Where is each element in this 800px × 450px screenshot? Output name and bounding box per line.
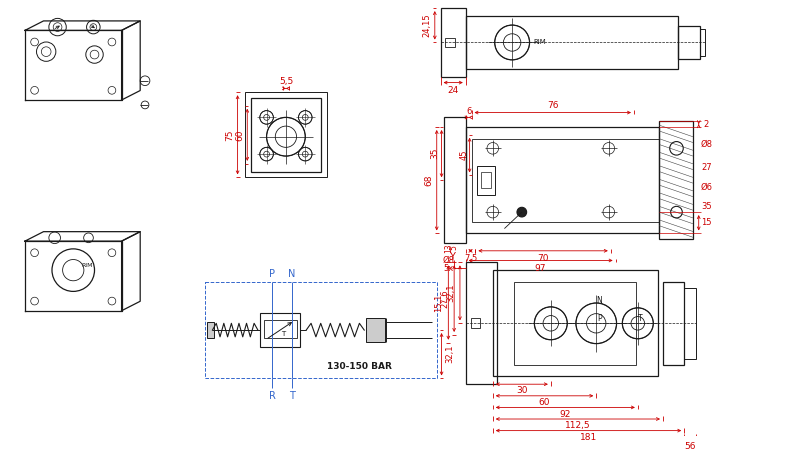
Text: 181: 181 bbox=[580, 433, 597, 442]
Text: N: N bbox=[596, 296, 602, 305]
Text: 30: 30 bbox=[516, 387, 527, 396]
Text: Ø8: Ø8 bbox=[701, 140, 713, 149]
Bar bbox=[260, 313, 301, 347]
Text: 32,1: 32,1 bbox=[445, 345, 454, 364]
Text: 15: 15 bbox=[701, 218, 712, 227]
Text: 15,1: 15,1 bbox=[434, 293, 443, 312]
Bar bbox=[482, 172, 491, 188]
Text: 45: 45 bbox=[459, 150, 468, 160]
Text: 35: 35 bbox=[701, 202, 712, 211]
Text: Ø8: Ø8 bbox=[442, 256, 454, 265]
Bar bbox=[700, 29, 706, 55]
Text: 56: 56 bbox=[684, 441, 696, 450]
Text: 7,5: 7,5 bbox=[464, 254, 477, 263]
Text: 32,1: 32,1 bbox=[446, 284, 456, 302]
Bar bbox=[466, 127, 659, 234]
Bar bbox=[684, 288, 696, 359]
Bar bbox=[446, 38, 455, 47]
Text: 92: 92 bbox=[560, 410, 571, 418]
Text: RIM: RIM bbox=[534, 40, 546, 45]
Text: 5,5: 5,5 bbox=[279, 77, 293, 86]
Bar bbox=[441, 8, 466, 77]
Text: 24: 24 bbox=[447, 86, 458, 95]
Bar bbox=[264, 320, 297, 338]
Text: R: R bbox=[269, 391, 276, 401]
Bar bbox=[205, 282, 437, 378]
Bar bbox=[663, 282, 684, 365]
Text: P: P bbox=[270, 269, 275, 279]
Bar bbox=[493, 270, 658, 377]
Text: N: N bbox=[288, 269, 295, 279]
Bar bbox=[470, 319, 480, 328]
Text: 13: 13 bbox=[444, 243, 453, 253]
Bar bbox=[466, 16, 678, 69]
Text: T: T bbox=[289, 391, 294, 401]
Bar bbox=[466, 262, 497, 384]
Text: 68: 68 bbox=[425, 175, 434, 186]
Text: T: T bbox=[638, 314, 643, 323]
Text: 60: 60 bbox=[235, 129, 244, 140]
Text: 70: 70 bbox=[538, 254, 549, 263]
Bar bbox=[246, 92, 326, 177]
Bar bbox=[445, 117, 466, 243]
Text: 60: 60 bbox=[538, 398, 550, 407]
Text: 130-150 BAR: 130-150 BAR bbox=[327, 362, 392, 371]
Text: Y: Y bbox=[450, 252, 455, 261]
Text: 5x: 5x bbox=[443, 264, 454, 273]
Bar bbox=[251, 98, 321, 171]
Text: 97: 97 bbox=[534, 264, 546, 273]
Text: RIM: RIM bbox=[81, 263, 93, 268]
Bar bbox=[478, 166, 494, 195]
Bar bbox=[514, 282, 636, 365]
Text: 75: 75 bbox=[226, 129, 234, 140]
Text: 27: 27 bbox=[701, 163, 712, 172]
Text: T: T bbox=[281, 331, 285, 337]
Text: 2: 2 bbox=[704, 120, 709, 129]
Text: 6: 6 bbox=[466, 107, 471, 116]
Text: 35: 35 bbox=[430, 148, 439, 159]
Text: 76: 76 bbox=[547, 101, 558, 110]
Text: 112,5: 112,5 bbox=[565, 421, 590, 430]
Text: P: P bbox=[597, 314, 602, 323]
Bar bbox=[366, 319, 386, 342]
Text: 24,15: 24,15 bbox=[422, 14, 431, 37]
Bar bbox=[678, 26, 700, 59]
Circle shape bbox=[517, 207, 526, 217]
Bar bbox=[659, 121, 693, 239]
Text: 5: 5 bbox=[450, 245, 458, 250]
Bar bbox=[206, 322, 214, 338]
Bar bbox=[471, 139, 659, 222]
Text: Ø6: Ø6 bbox=[701, 183, 713, 192]
Text: 27,6: 27,6 bbox=[440, 289, 449, 308]
